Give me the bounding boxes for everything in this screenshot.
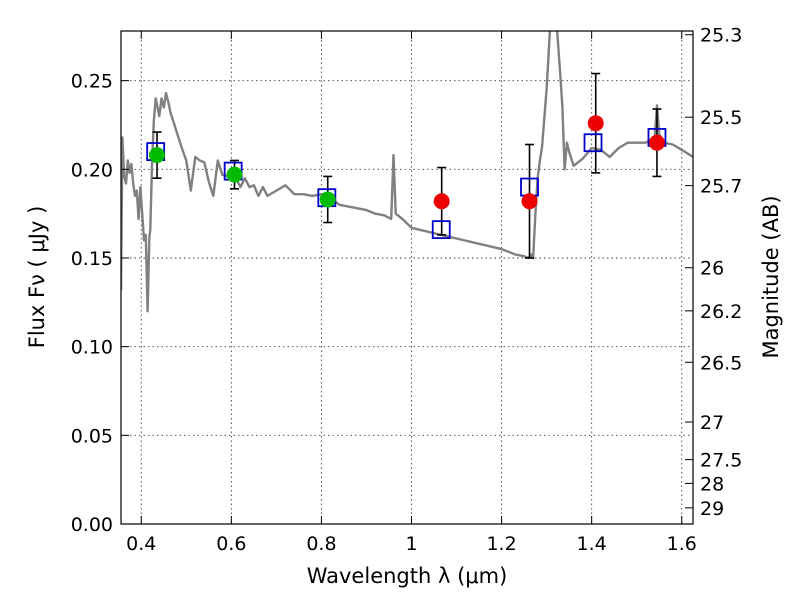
- x-tick-label: 1.6: [667, 533, 697, 555]
- y-tick-label: 0.20: [71, 159, 113, 181]
- observed-point: [648, 134, 665, 151]
- x-tick-label: 0.8: [306, 533, 336, 555]
- x-tick-label: 0.4: [126, 533, 156, 555]
- observed-point: [149, 147, 166, 164]
- y2-tick-label: 26: [700, 258, 724, 280]
- y-tick-label: 0.05: [71, 425, 113, 447]
- observed-point: [521, 193, 538, 210]
- y2-tick-label: 27.5: [700, 450, 742, 472]
- model-sed-line: [121, 31, 693, 313]
- y2-tick-label: 28: [700, 473, 724, 495]
- x-tick-label: 1.4: [577, 533, 607, 555]
- y-tick-label: 0.15: [71, 248, 113, 270]
- plot-background: [121, 31, 693, 524]
- observed-point: [587, 115, 604, 132]
- y-tick-label: 0.00: [71, 514, 113, 536]
- x-tick-label: 0.6: [216, 533, 246, 555]
- y2-tick-label: 25.3: [700, 25, 742, 47]
- model-line-layer: [121, 31, 693, 313]
- y2-tick-label: 26.5: [700, 352, 742, 374]
- observed-point: [226, 166, 243, 183]
- observed-point: [319, 191, 336, 208]
- tick-layer: 0.4 0.6 0.8 1 1.2 1.4 1.6 0.00 0.05 0.10 0.15 0.20 0…: [71, 25, 743, 555]
- plot-frame: [120, 30, 694, 525]
- y2-tick-label: 27: [700, 412, 724, 434]
- y-tick-label: 0.25: [71, 71, 113, 93]
- x-tick-label: 1.2: [486, 533, 516, 555]
- y2-tick-label: 26.2: [700, 301, 742, 323]
- y2-tick-label: 25.7: [700, 176, 742, 198]
- model-band-flux-box: [583, 133, 603, 153]
- observed-point-layer: [149, 115, 665, 210]
- observed-point: [433, 193, 450, 210]
- x-tick-label: 1: [405, 533, 417, 555]
- y-tick-label: 0.10: [71, 337, 113, 359]
- y-axis-label: Flux Fν ( μJy ): [25, 206, 49, 349]
- y2-tick-label: 25.5: [700, 107, 742, 129]
- y2-axis-label: Magnitude (AB): [759, 195, 783, 358]
- y2-tick-label: 29: [700, 498, 724, 520]
- model-band-flux-box: [431, 220, 451, 240]
- x-axis-label: Wavelength λ (μm): [307, 564, 508, 588]
